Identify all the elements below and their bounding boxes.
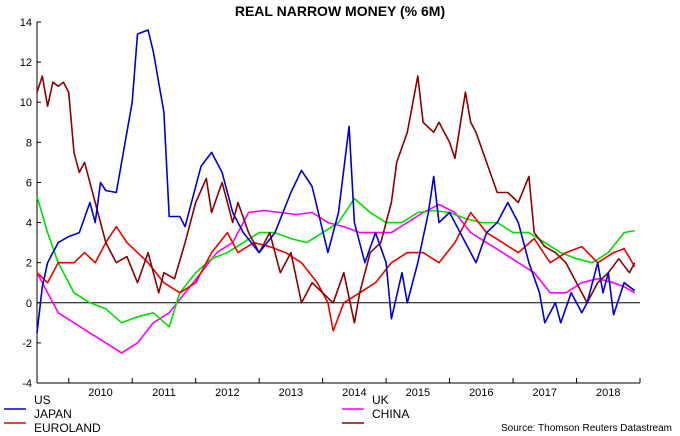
- legend-label-us: US: [34, 393, 51, 407]
- x-ticks: 2010 2011 2012 2013 2014 2015 2016 2017 2018: [68, 378, 641, 399]
- y-tick-label: 12: [20, 57, 32, 69]
- y-tick-label: 8: [26, 137, 32, 149]
- x-tick-label: 2018: [596, 387, 620, 399]
- legend-label-uk: UK: [372, 393, 389, 407]
- series-layer: [36, 29, 636, 354]
- series-line-us: [36, 29, 636, 333]
- x-tick-label: 2015: [406, 387, 430, 399]
- x-tick-label: 2014: [342, 387, 366, 399]
- x-tick-label: 2013: [279, 387, 303, 399]
- y-tick-label: 0: [26, 298, 32, 310]
- x-tick-label: 2010: [88, 387, 112, 399]
- x-tick-label: 2016: [469, 387, 493, 399]
- plot-area: [36, 22, 640, 384]
- x-tick-label: 2011: [152, 387, 176, 399]
- y-tick-label: 4: [26, 218, 32, 230]
- y-tick-label: -4: [22, 378, 32, 390]
- x-tick-label: 2012: [215, 387, 239, 399]
- y-tick-label: 14: [20, 17, 32, 29]
- legend-label-japan: JAPAN: [34, 407, 72, 421]
- series-line-china: [36, 75, 636, 324]
- x-tick-label: 2017: [533, 387, 557, 399]
- series-line-euroland: [36, 196, 635, 328]
- legend-label-euroland: EUROLAND: [34, 421, 101, 435]
- y-tick-label: -2: [22, 338, 32, 350]
- y-tick-label: 2: [26, 258, 32, 270]
- chart-title: REAL NARROW MONEY (% 6M): [235, 3, 445, 19]
- legend-label-china: CHINA: [372, 407, 409, 421]
- source-note: Source: Thomson Reuters Datastream: [501, 423, 672, 434]
- series-line-uk: [36, 203, 636, 354]
- series-line-japan: [36, 211, 636, 332]
- y-tick-label: 10: [20, 97, 32, 109]
- y-tick-label: 6: [26, 177, 32, 189]
- y-ticks: 14 12 10 8 6 4 2 0 -2 -4: [20, 17, 41, 390]
